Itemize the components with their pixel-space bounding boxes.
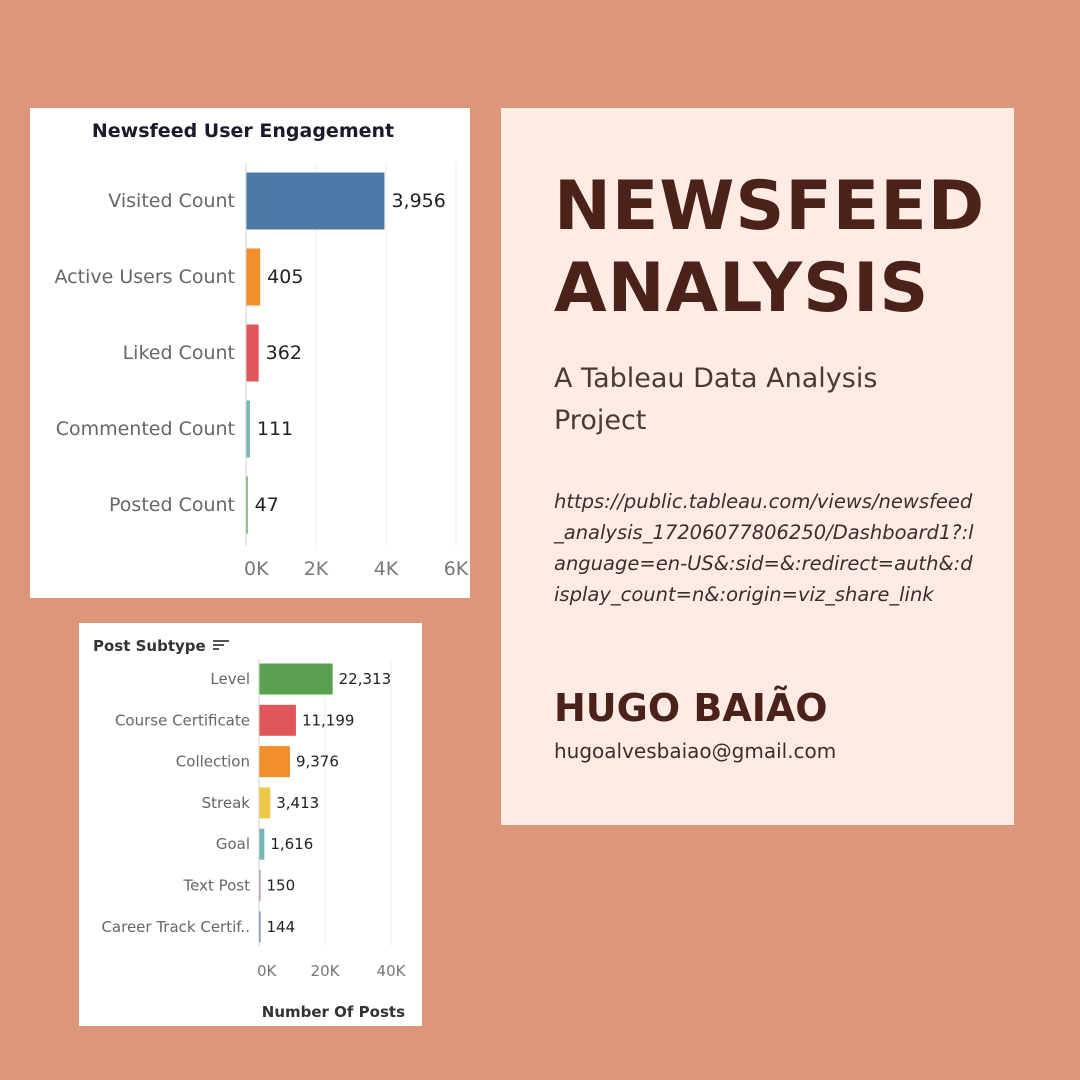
category-label: Streak xyxy=(202,794,251,812)
bar xyxy=(259,746,290,778)
tick-label: 0K xyxy=(257,962,278,980)
value-label: 22,313 xyxy=(339,670,392,688)
bar xyxy=(246,172,385,230)
project-url[interactable]: https://public.tableau.com/views/newsfee… xyxy=(554,490,974,606)
bar xyxy=(246,400,250,458)
sort-descending-icon xyxy=(213,648,219,650)
tick-label: 2K xyxy=(304,558,329,580)
project-subtitle: A Tableau Data Analysis Project xyxy=(554,363,878,436)
category-label: Text Post xyxy=(183,877,251,895)
category-label: Career Track Certif.. xyxy=(101,918,250,936)
sort-descending-icon xyxy=(213,640,229,642)
tick-label: 4K xyxy=(374,558,399,580)
value-label: 3,956 xyxy=(391,190,445,212)
tick-label: 6K xyxy=(444,558,469,580)
value-label: 47 xyxy=(255,494,279,516)
value-label: 1,616 xyxy=(270,835,313,853)
bar xyxy=(259,911,261,943)
project-title: NEWSFEED ANALYSIS xyxy=(554,166,985,330)
category-label: Collection xyxy=(176,753,250,771)
value-label: 405 xyxy=(267,266,303,288)
category-label: Goal xyxy=(216,835,250,853)
post-subtype-chart-panel: Post Subtype Level 22,313 Course Certificat… xyxy=(79,623,422,1026)
tick-label: 40K xyxy=(377,962,407,980)
engagement-chart-panel: Newsfeed User Engagement Visited Count 3,9… xyxy=(30,108,470,598)
engagement-chart: Newsfeed User Engagement Visited Count 3,9… xyxy=(55,120,469,580)
bar xyxy=(259,787,271,819)
chart-title: Newsfeed User Engagement xyxy=(92,120,394,142)
tick-label: 0K xyxy=(244,558,269,580)
project-title-line-1: NEWSFEED xyxy=(554,167,986,246)
category-label: Commented Count xyxy=(56,418,235,440)
bar xyxy=(259,663,333,695)
value-label: 3,413 xyxy=(276,794,319,812)
value-label: 11,199 xyxy=(302,711,355,729)
value-label: 144 xyxy=(267,918,296,936)
tick-label: 20K xyxy=(311,962,341,980)
value-label: 111 xyxy=(257,418,293,440)
x-axis-label: Number Of Posts xyxy=(262,1003,405,1021)
bar xyxy=(259,828,265,860)
value-label: 150 xyxy=(267,877,296,895)
sort-descending-icon xyxy=(213,644,224,646)
category-label: Liked Count xyxy=(123,342,235,364)
bar xyxy=(246,248,261,306)
category-label: Course Certificate xyxy=(115,711,250,729)
title-card: NEWSFEED ANALYSIS A Tableau Data Analysi… xyxy=(501,108,1014,825)
category-label: Visited Count xyxy=(108,190,235,212)
project-title-line-2: ANALYSIS xyxy=(554,249,930,328)
category-label: Level xyxy=(210,670,250,688)
value-label: 9,376 xyxy=(296,753,339,771)
bar xyxy=(259,704,296,736)
chart-title: Post Subtype xyxy=(93,637,206,655)
author-email[interactable]: hugoalvesbaiao@gmail.com xyxy=(554,739,837,763)
bar xyxy=(246,324,259,382)
bar xyxy=(259,870,261,901)
bar xyxy=(246,476,248,534)
category-label: Posted Count xyxy=(109,494,235,516)
author-name: HUGO BAIÃO xyxy=(554,686,828,730)
value-label: 362 xyxy=(266,342,302,364)
category-label: Active Users Count xyxy=(55,266,235,288)
